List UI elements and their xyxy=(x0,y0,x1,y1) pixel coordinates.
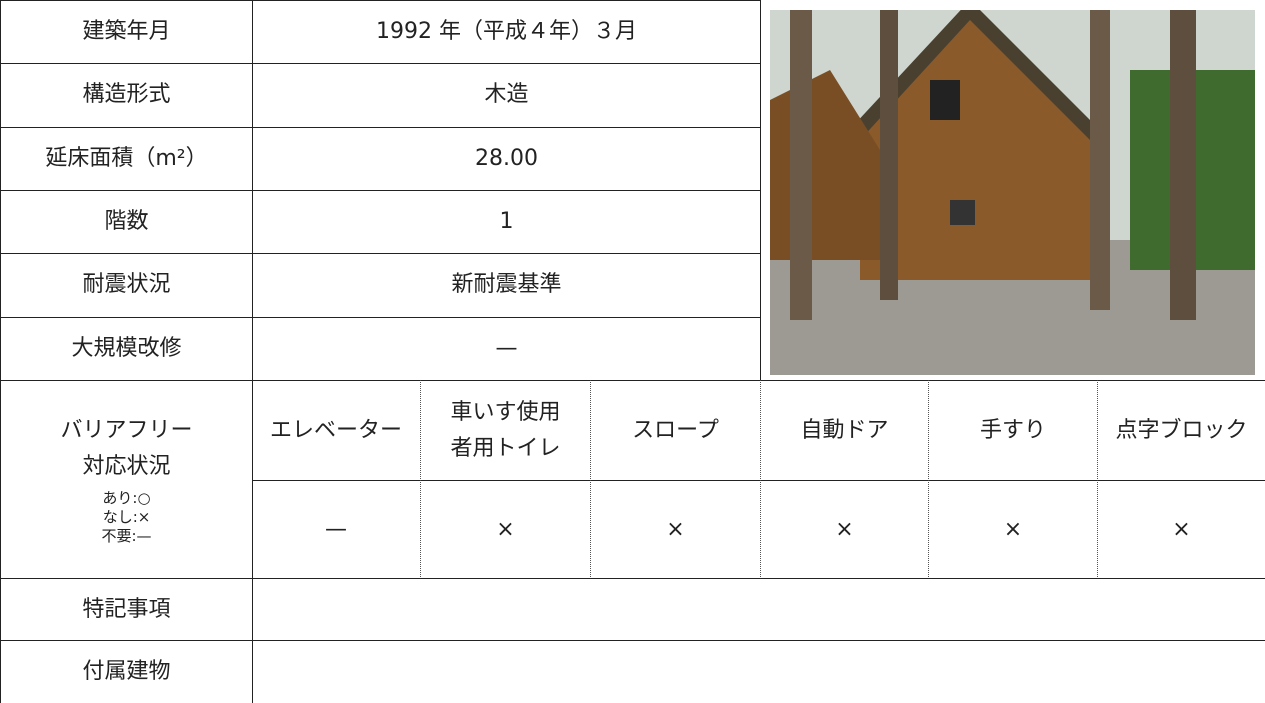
item-name: 手すり xyxy=(928,380,1097,481)
item-status: — xyxy=(252,480,420,579)
row-value: 1 xyxy=(252,190,761,255)
label-text: 対応状況 xyxy=(82,454,171,479)
item-name-text: エレベーター xyxy=(269,417,402,443)
item-status: × xyxy=(928,480,1097,579)
item-status-text: × xyxy=(496,516,515,542)
legend-text: なし:× xyxy=(102,508,151,526)
value-text: 新耐震基準 xyxy=(451,272,562,298)
label-text: 階数 xyxy=(104,209,149,235)
label-text: バリアフリー xyxy=(60,418,193,443)
label-text: 延床面積（m²） xyxy=(45,145,208,171)
item-status-text: × xyxy=(1172,516,1191,542)
row-value: 新耐震基準 xyxy=(252,253,761,318)
row-value xyxy=(252,578,1265,641)
item-status-text: × xyxy=(1003,516,1023,542)
row-label: 大規模改修 xyxy=(0,316,253,381)
value-text: 28.00 xyxy=(475,145,538,171)
row-label: 特記事項 xyxy=(0,578,253,641)
legend: あり:○ なし:× 不要:— xyxy=(101,489,151,546)
value-text: 木造 xyxy=(484,82,529,108)
item-status-text: × xyxy=(666,516,685,542)
item-status: × xyxy=(590,480,760,579)
value-text: 1 xyxy=(499,209,514,235)
row-label: 構造形式 xyxy=(0,63,253,128)
item-name: 自動ドア xyxy=(760,380,928,481)
photo xyxy=(770,10,1255,375)
item-name-text: スロープ xyxy=(632,417,719,443)
row-value: 木造 xyxy=(252,63,761,128)
row-value: 28.00 xyxy=(252,126,761,191)
item-status: × xyxy=(1097,480,1265,579)
label-text: 大規模改修 xyxy=(71,335,182,361)
item-name: 点字ブロック xyxy=(1097,380,1265,481)
item-name-text: 手すり xyxy=(979,417,1046,443)
row-label: 付属建物 xyxy=(0,640,253,703)
row-value xyxy=(252,640,1265,703)
barrier-label: バリアフリー 対応状況あり:○ なし:× 不要:— xyxy=(0,380,253,579)
row-value: 1992 年（平成４年）３月 xyxy=(252,0,761,65)
label-text: 構造形式 xyxy=(82,82,171,108)
item-name-text: 自動ドア xyxy=(800,417,889,443)
label-text: 付属建物 xyxy=(82,659,171,684)
row-label: 耐震状況 xyxy=(0,253,253,318)
item-status-text: × xyxy=(835,516,854,542)
item-status-text: — xyxy=(325,516,347,542)
row-label: 階数 xyxy=(0,190,253,255)
item-name-text: 者用トイレ xyxy=(450,435,561,461)
label-text: 耐震状況 xyxy=(82,272,171,298)
item-name-text: 点字ブロック xyxy=(1115,417,1248,443)
item-name: 車いす使用者用トイレ xyxy=(420,380,590,481)
label-text: 建築年月 xyxy=(82,19,171,45)
item-name-text: 車いす使用 xyxy=(450,399,561,425)
row-label: 建築年月 xyxy=(0,0,253,65)
item-name: スロープ xyxy=(590,380,760,481)
row-label: 延床面積（m²） xyxy=(0,126,253,191)
item-status: × xyxy=(760,480,928,579)
value-text: — xyxy=(495,335,518,361)
item-status: × xyxy=(420,480,590,579)
legend-text: あり:○ xyxy=(102,489,151,507)
legend-text: 不要:— xyxy=(101,527,152,545)
item-name: エレベーター xyxy=(252,380,420,481)
value-text: 1992 年（平成４年）３月 xyxy=(376,19,637,45)
label-text: 特記事項 xyxy=(82,597,171,622)
row-value: — xyxy=(252,316,761,381)
